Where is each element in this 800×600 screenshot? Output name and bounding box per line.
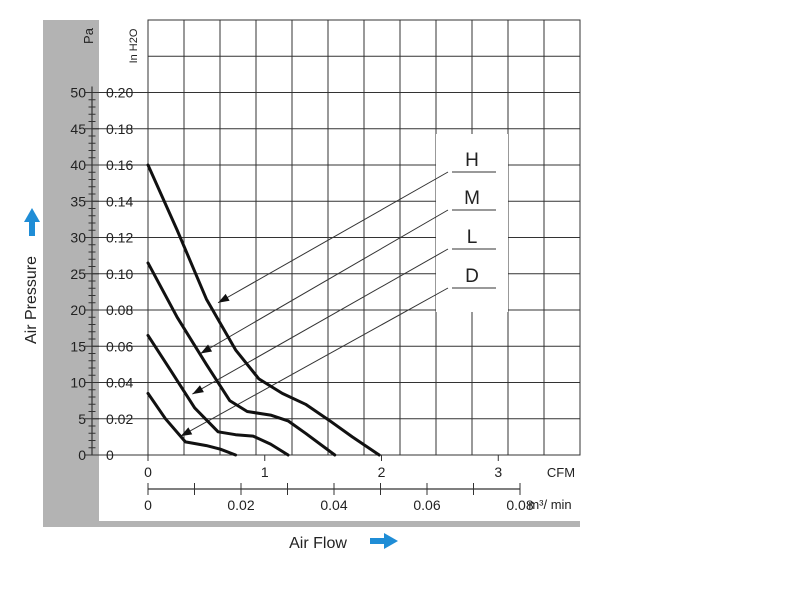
y-secondary-tick-label: 0.10 [106,266,133,282]
y-primary-tick-label: 25 [70,266,86,282]
x-primary-tick-label: 1 [261,464,269,480]
y-primary-tick-label: 35 [70,193,86,209]
x-axis-arrow [370,533,398,549]
x-secondary-unit: m³/ min [528,497,571,512]
y-primary-tick-label: 5 [78,411,86,427]
leader-line-l [192,248,449,395]
leader-line-d [180,287,449,437]
x-primary-tick-label: 0 [144,464,152,480]
x-secondary-tick-label: 0.08 [506,497,533,513]
y-secondary-tick-label: 0.12 [106,230,133,246]
leader-line-h [217,171,449,304]
curve-h [146,163,381,457]
axes [85,86,521,495]
y-secondary-tick-label: 0.08 [106,302,133,318]
leader-arrowhead-l [192,385,204,395]
legend-label-d: D [465,266,479,287]
y-secondary-tick-label: 0.20 [106,85,133,101]
y-secondary-tick-label: 0.02 [106,411,133,427]
leader-line-m [200,209,449,354]
y-primary-tick-label: 20 [70,302,86,318]
y-secondary-tick-label: 0.16 [106,157,133,173]
y-primary-unit: Pa [81,27,96,44]
legend-label-h: H [465,150,479,171]
y-primary-tick-label: 0 [78,447,86,463]
curve-l [146,333,290,457]
y-axis-title: Air Pressure [23,256,40,344]
x-secondary-tick-label: 0.06 [413,497,440,513]
white-band-left [99,20,148,487]
x-primary-tick-label: 3 [494,464,502,480]
y-primary-tick-label: 10 [70,375,86,391]
tick-labels: 0510152025303540455000.020.040.060.080.1… [70,85,533,514]
y-secondary-tick-label: 0 [106,447,114,463]
y-axis-arrow [24,208,40,236]
x-axis-title: Air Flow [289,535,347,552]
legend-box [436,134,508,312]
x-primary-unit: CFM [547,465,575,480]
y-secondary-unit: In H2O [128,28,140,63]
y-secondary-tick-label: 0.06 [106,338,133,354]
y-secondary-tick-label: 0.04 [106,375,133,391]
x-secondary-tick-label: 0 [144,497,152,513]
y-secondary-tick-label: 0.14 [106,193,133,209]
legend-label-l: L [467,227,478,248]
leader-lines [180,171,449,437]
leader-arrowhead-h [218,293,230,303]
y-primary-tick-label: 50 [70,85,86,101]
y-secondary-tick-label: 0.18 [106,121,133,137]
curve-d [146,391,238,457]
y-primary-tick-label: 40 [70,157,86,173]
y-primary-tick-label: 30 [70,230,86,246]
curve-m [146,261,337,457]
x-secondary-tick-label: 0.02 [227,497,254,513]
white-band-bottom [99,455,580,521]
x-secondary-tick-label: 0.04 [320,497,347,513]
leader-arrowhead-m [200,344,213,354]
y-primary-tick-label: 45 [70,121,86,137]
y-primary-tick-label: 15 [70,338,86,354]
curves [146,163,381,457]
leader-arrowhead-d [180,427,193,437]
legend-label-m: M [464,188,480,209]
x-primary-tick-label: 2 [378,464,386,480]
